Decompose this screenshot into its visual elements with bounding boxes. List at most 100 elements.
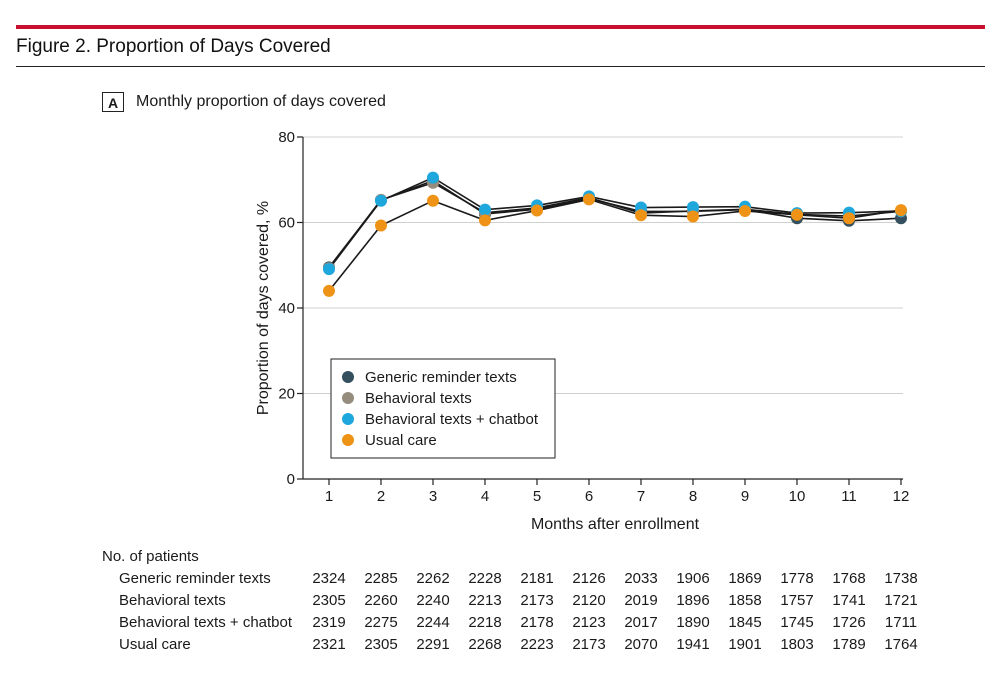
legend-label: Generic reminder texts [365, 369, 517, 386]
table-cell: 1778 [780, 570, 814, 587]
legend-marker [342, 371, 354, 383]
data-point [479, 203, 491, 216]
panel-title: Monthly proportion of days covered [136, 93, 386, 110]
legend-label: Behavioral texts + chatbot [365, 411, 539, 428]
table-cell: 2017 [624, 614, 658, 631]
table-cell: 2218 [468, 614, 502, 631]
table-cell: 2181 [520, 570, 554, 587]
table-cell: 1803 [780, 636, 814, 653]
legend-box [330, 358, 556, 459]
data-point [375, 219, 387, 232]
table-cell: 1941 [676, 636, 710, 653]
table-cell: 2178 [520, 614, 554, 631]
series-line [328, 179, 902, 268]
data-point [687, 210, 699, 223]
table-cell: 1726 [832, 614, 866, 631]
table-cell: 2291 [416, 636, 450, 653]
y-tick-label: 0 [287, 471, 295, 488]
x-tick-label: 7 [637, 488, 645, 505]
table-cell: 2228 [468, 570, 502, 587]
table-cell: 2305 [364, 636, 398, 653]
table-cell: 2070 [624, 636, 658, 653]
table-cell: 1901 [728, 636, 762, 653]
table-cell: 1845 [728, 614, 762, 631]
y-tick-label: 60 [278, 215, 295, 232]
table-cell: 2123 [572, 614, 606, 631]
table-cell: 1738 [884, 570, 918, 587]
table-cell: 1789 [832, 636, 866, 653]
table-cell: 2321 [312, 636, 346, 653]
table-cell: 2126 [572, 570, 606, 587]
table-cell: 1768 [832, 570, 866, 587]
table-cell: 1721 [884, 592, 918, 609]
series-line [328, 176, 902, 270]
data-point [323, 263, 335, 276]
x-tick-label: 2 [377, 488, 385, 505]
data-point [375, 194, 387, 207]
figure-title: Figure 2. Proportion of Days Covered [16, 36, 331, 57]
data-point [843, 212, 855, 225]
table-cell: 2173 [572, 636, 606, 653]
series-line [328, 198, 902, 292]
table-cell: 2305 [312, 592, 346, 609]
table-cell: 1741 [832, 592, 866, 609]
data-point [791, 208, 803, 221]
table-cell: 2173 [520, 592, 554, 609]
table-cell: 1869 [728, 570, 762, 587]
panel-letter: A [102, 92, 124, 112]
data-point [427, 171, 439, 184]
x-axis-title: Months after enrollment [531, 516, 700, 533]
x-tick-label: 10 [789, 488, 806, 505]
x-tick-label: 12 [893, 488, 910, 505]
legend-marker [342, 413, 354, 425]
table-row-label: Behavioral texts + chatbot [119, 614, 293, 631]
table-row-label: Usual care [119, 636, 191, 653]
table-cell: 1757 [780, 592, 814, 609]
legend-marker [342, 392, 354, 404]
data-point [895, 204, 907, 217]
table-cell: 2244 [416, 614, 450, 631]
table-cell: 1890 [676, 614, 710, 631]
series-line [328, 181, 902, 269]
data-point [583, 193, 595, 206]
table-cell: 1896 [676, 592, 710, 609]
table-cell: 2262 [416, 570, 450, 587]
data-point [427, 194, 439, 207]
table-cell: 2268 [468, 636, 502, 653]
table-cell: 1745 [780, 614, 814, 631]
x-tick-label: 11 [841, 488, 857, 505]
data-point [531, 204, 543, 217]
x-tick-label: 3 [429, 488, 437, 505]
y-tick-label: 20 [278, 386, 295, 403]
x-tick-label: 5 [533, 488, 541, 505]
x-tick-label: 8 [689, 488, 697, 505]
table-cell: 2324 [312, 570, 346, 587]
y-tick-label: 80 [278, 129, 295, 146]
data-point [739, 204, 751, 217]
y-axis-title: Proportion of days covered, % [255, 201, 272, 415]
table-cell: 2033 [624, 570, 658, 587]
table-cell: 2285 [364, 570, 398, 587]
table-cell: 2213 [468, 592, 502, 609]
y-tick-label: 40 [278, 300, 295, 317]
legend-label: Usual care [365, 432, 437, 449]
patients-table-heading: No. of patients [102, 548, 199, 565]
data-point [479, 214, 491, 227]
table-cell: 1858 [728, 592, 762, 609]
table-cell: 1764 [884, 636, 918, 653]
x-tick-label: 6 [585, 488, 593, 505]
legend-marker [342, 434, 354, 446]
table-row-label: Behavioral texts [119, 592, 226, 609]
table-row-label: Generic reminder texts [119, 570, 271, 587]
table-cell: 2019 [624, 592, 658, 609]
table-cell: 1906 [676, 570, 710, 587]
table-cell: 2319 [312, 614, 346, 631]
table-cell: 2223 [520, 636, 554, 653]
table-cell: 1711 [884, 614, 918, 631]
data-point [635, 209, 647, 222]
table-cell: 2275 [364, 614, 398, 631]
table-cell: 2240 [416, 592, 450, 609]
x-tick-label: 1 [325, 488, 333, 505]
table-cell: 2260 [364, 592, 398, 609]
